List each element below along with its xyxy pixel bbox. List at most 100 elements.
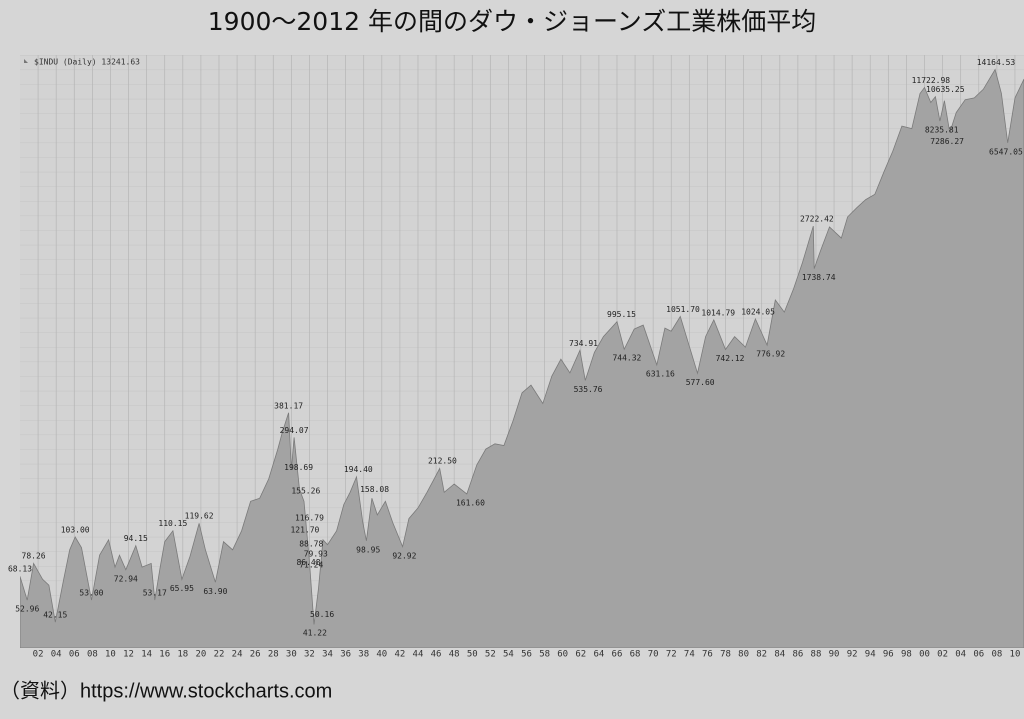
x-tick-label: 40 — [376, 650, 387, 660]
x-tick-label: 42 — [394, 650, 405, 660]
data-label: 744.32 — [612, 354, 641, 363]
data-label: 742.12 — [716, 354, 745, 363]
x-tick-label: 44 — [413, 650, 424, 660]
labels: 02 04 06 08 10 12 14 16 18 20 22 24 26 28 30 32 34 36 38 40… — [8, 58, 1023, 660]
data-label: 79.93 — [304, 550, 328, 559]
data-label: 53.00 — [79, 589, 103, 598]
x-tick-label: 74 — [684, 650, 695, 660]
x-tick-label: 38 — [358, 650, 369, 660]
data-label: 155.26 — [291, 487, 320, 496]
x-tick-label: 14 — [141, 650, 152, 660]
x-tick-label: 76 — [702, 650, 713, 660]
data-label: 8235.81 — [925, 125, 959, 134]
x-tick-label: 78 — [720, 650, 731, 660]
x-tick-label: 70 — [648, 650, 659, 660]
x-tick-label: 20 — [195, 650, 206, 660]
data-label: 995.15 — [607, 310, 636, 319]
x-tick-label: 90 — [829, 650, 840, 660]
x-tick-label: 10 — [105, 650, 116, 660]
data-label: 631.16 — [646, 369, 675, 378]
data-label: 1024.05 — [741, 307, 775, 316]
x-tick-label: 62 — [575, 650, 586, 660]
x-tick-label: 24 — [232, 650, 243, 660]
x-tick-label: 60 — [557, 650, 568, 660]
x-tick-label: 96 — [883, 650, 894, 660]
x-tick-label: 18 — [177, 650, 188, 660]
x-tick-label: 02 — [33, 650, 44, 660]
data-label: 10635.25 — [926, 85, 965, 94]
data-label: 78.26 — [22, 552, 46, 561]
x-tick-label: 08 — [991, 650, 1002, 660]
data-label: 68.13 — [8, 565, 32, 574]
x-tick-label: 04 — [955, 650, 966, 660]
data-label: 6547.05 — [989, 147, 1023, 156]
data-label: 98.95 — [356, 545, 380, 554]
x-tick-label: 54 — [503, 650, 514, 660]
data-label: 1738.74 — [802, 273, 836, 282]
x-tick-label: 10 — [1010, 650, 1021, 660]
x-tick-label: 00 — [919, 650, 930, 660]
data-label: 41.22 — [303, 628, 327, 637]
data-label: 381.17 — [274, 401, 303, 410]
data-label: 158.08 — [360, 485, 389, 494]
data-label: 194.40 — [344, 465, 373, 474]
data-label: 776.92 — [756, 350, 785, 359]
x-tick-label: 50 — [467, 650, 478, 660]
data-label: 161.60 — [456, 499, 485, 508]
data-label: 2722.42 — [800, 215, 834, 224]
x-tick-label: 56 — [521, 650, 532, 660]
x-tick-label: 22 — [214, 650, 225, 660]
x-tick-label: 36 — [340, 650, 351, 660]
data-label: 11722.98 — [912, 76, 951, 85]
x-tick-label: 28 — [268, 650, 279, 660]
plot — [20, 68, 1024, 648]
x-tick-label: 80 — [738, 650, 749, 660]
data-label: 116.79 — [295, 514, 324, 523]
data-label: 7286.27 — [930, 137, 964, 146]
x-tick-label: 08 — [87, 650, 98, 660]
data-label: 52.96 — [15, 605, 39, 614]
data-label: 577.60 — [686, 378, 715, 387]
data-label: 198.69 — [284, 463, 313, 472]
x-tick-label: 94 — [865, 650, 876, 660]
x-tick-label: 64 — [593, 650, 604, 660]
x-tick-label: 26 — [250, 650, 261, 660]
x-tick-label: 86 — [792, 650, 803, 660]
source-note: （資料）https://www.stockcharts.com — [0, 679, 332, 702]
data-label: 110.15 — [158, 519, 187, 528]
x-tick-label: 32 — [304, 650, 315, 660]
x-tick-label: 66 — [612, 650, 623, 660]
x-tick-label: 72 — [666, 650, 677, 660]
chart-title: 1900〜2012 年の間のダウ・ジョーンズ工業株価平均 — [208, 7, 816, 36]
data-label: 212.50 — [428, 457, 457, 466]
x-tick-label: 12 — [123, 650, 134, 660]
data-label: 42.15 — [43, 610, 67, 619]
x-tick-label: 88 — [811, 650, 822, 660]
data-label: 1051.70 — [666, 305, 700, 314]
data-label: 63.90 — [203, 587, 227, 596]
data-label: 121.70 — [290, 526, 319, 535]
index-label: $INDU (Daily) 13241.63 — [34, 58, 140, 67]
data-label: 50.16 — [310, 610, 334, 619]
data-label: 734.91 — [569, 339, 598, 348]
x-tick-label: 68 — [630, 650, 641, 660]
data-label: 71.24 — [299, 561, 323, 570]
data-label: 53.17 — [143, 588, 167, 597]
x-tick-label: 16 — [159, 650, 170, 660]
x-tick-label: 82 — [756, 650, 767, 660]
x-tick-label: 58 — [539, 650, 550, 660]
data-label: 72.94 — [114, 574, 138, 583]
data-label: 294.07 — [280, 426, 309, 435]
x-tick-label: 30 — [286, 650, 297, 660]
index-icon — [24, 59, 28, 63]
x-tick-label: 06 — [69, 650, 80, 660]
data-label: 86.48 — [296, 558, 320, 567]
x-tick-label: 02 — [937, 650, 948, 660]
data-label: 14164.53 — [977, 58, 1016, 67]
data-label: 88.78 — [299, 540, 323, 549]
data-label: 535.76 — [574, 385, 603, 394]
area — [20, 68, 1024, 648]
x-tick-label: 84 — [774, 650, 785, 660]
x-tick-label: 04 — [51, 650, 62, 660]
